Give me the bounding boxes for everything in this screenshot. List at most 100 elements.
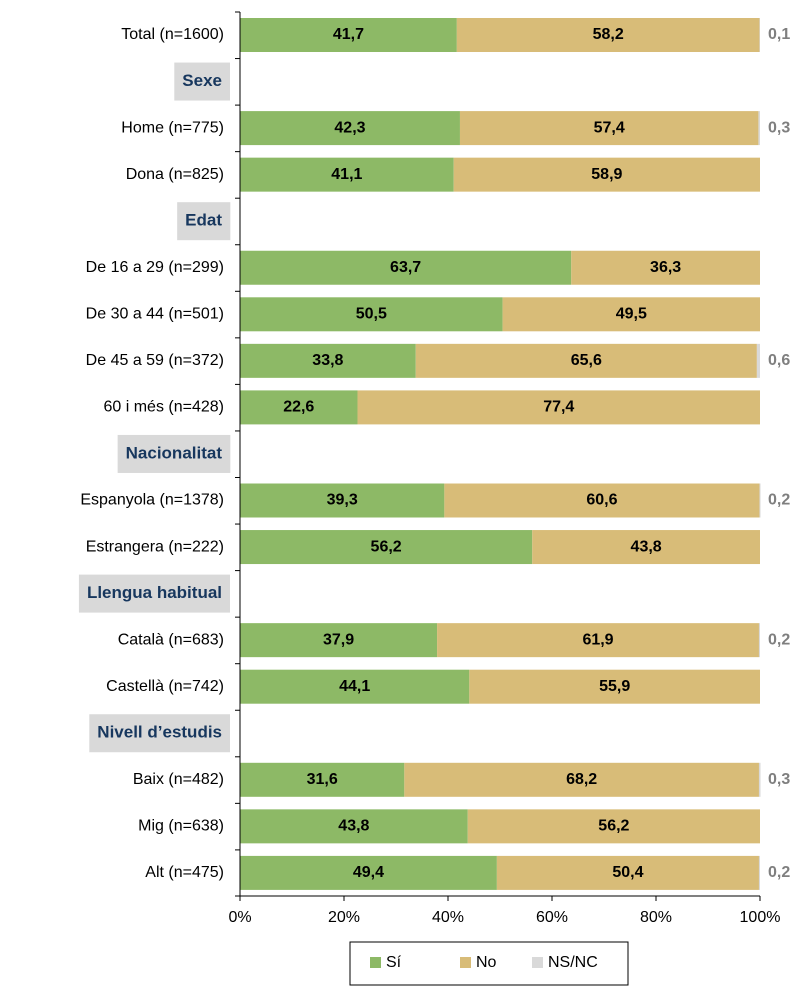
bar-segment (240, 111, 460, 146)
data-label: 58,9 (591, 166, 622, 183)
y-tick-label: Català (n=683) (118, 631, 224, 648)
group-header-label: Edat (185, 211, 222, 230)
legend-label: Sí (386, 954, 402, 971)
legend-label: No (476, 954, 497, 971)
y-tick-label: Total (n=1600) (121, 26, 224, 43)
bar-segment (759, 483, 761, 518)
y-tick-label: Home (n=775) (121, 119, 224, 136)
data-label: 50,5 (356, 306, 387, 323)
bar-segment (404, 762, 759, 797)
data-label: 0,6 (768, 352, 790, 369)
data-label: 63,7 (390, 259, 421, 276)
group-header-bg (117, 434, 231, 473)
data-label: 39,3 (327, 492, 358, 509)
x-tick-label: 20% (328, 909, 360, 926)
data-label: 36,3 (650, 259, 681, 276)
x-tick-label: 60% (536, 909, 568, 926)
legend-swatch (460, 957, 471, 968)
bar-segment (240, 18, 457, 52)
data-label: 44,1 (339, 678, 370, 695)
data-label: 56,2 (598, 818, 629, 835)
data-label: 56,2 (371, 538, 402, 555)
legend-label: NS/NC (548, 954, 598, 971)
y-tick-label: De 30 a 44 (n=501) (86, 306, 224, 323)
y-tick-label: Alt (n=475) (145, 864, 224, 881)
y-tick-label: Mig (n=638) (138, 818, 224, 835)
bar-segment (758, 111, 760, 146)
bar-segment (469, 669, 760, 704)
bar-segment (240, 343, 416, 378)
bar-segment (459, 111, 759, 146)
data-label: 68,2 (566, 771, 597, 788)
legend: Sí No NS/NC (349, 941, 629, 986)
y-tick-label: Espanyola (n=1378) (80, 492, 224, 509)
data-label: 58,2 (593, 26, 624, 43)
y-tick-label: Estrangera (n=222) (86, 538, 224, 555)
group-header: Edat (177, 202, 231, 241)
data-label: 41,1 (331, 166, 362, 183)
legend-box (349, 941, 629, 986)
bar-segment (240, 809, 468, 844)
x-tick-label: 40% (432, 909, 464, 926)
bar-segment (532, 530, 760, 565)
group-header-bg (174, 62, 230, 101)
data-label: 0,3 (768, 119, 790, 136)
data-label: 37,9 (323, 631, 354, 648)
bar-segment (571, 250, 760, 285)
group-header-label: Llengua habitual (87, 583, 222, 602)
bar-segment (240, 250, 572, 285)
bar-segment (502, 297, 760, 332)
data-label: 55,9 (599, 678, 630, 695)
y-tick-label: Dona (n=825) (126, 166, 224, 183)
bar-segment (357, 390, 760, 425)
group-header-bg (177, 202, 231, 241)
bar-segment (467, 809, 760, 844)
x-tick-label: 0% (228, 909, 251, 926)
bar-segment (240, 390, 358, 425)
data-label: 42,3 (334, 119, 365, 136)
bar-segment (240, 669, 470, 704)
group-header-label: Nivell d’estudis (97, 723, 222, 742)
y-tick-label: Castellà (n=742) (106, 678, 224, 695)
data-label: 0,2 (768, 864, 790, 881)
legend-swatch (532, 957, 543, 968)
data-label: 49,5 (616, 306, 647, 323)
y-tick-label: Baix (n=482) (133, 771, 224, 788)
data-label: 57,4 (594, 119, 625, 136)
data-label: 0,3 (768, 771, 790, 788)
group-header-bg (78, 574, 230, 613)
data-label: 65,6 (571, 352, 602, 369)
group-header: Sexe (174, 62, 230, 101)
data-label: 43,8 (338, 818, 369, 835)
group-header: Nivell d’estudis (89, 714, 230, 753)
data-label: 50,4 (612, 864, 643, 881)
bar-segment (240, 483, 445, 518)
data-label: 77,4 (543, 399, 574, 416)
data-label: 0,1 (768, 26, 790, 43)
bar-segment (240, 855, 497, 890)
group-header-bg (89, 714, 230, 753)
data-label: 22,6 (283, 399, 314, 416)
group-header-label: Nacionalitat (126, 443, 223, 462)
y-tick-label: De 16 a 29 (n=299) (86, 259, 224, 276)
data-label: 60,6 (586, 492, 617, 509)
data-label: 0,2 (768, 631, 790, 648)
bar-segment (444, 483, 760, 518)
data-label: 43,8 (631, 538, 662, 555)
bar-segment (496, 855, 759, 890)
bar-segment (240, 297, 503, 332)
bar-segment (756, 343, 760, 378)
bar-segment (437, 623, 759, 658)
data-label: 49,4 (353, 864, 384, 881)
data-label: 31,6 (307, 771, 338, 788)
group-header: Nacionalitat (117, 434, 231, 473)
bar-segment (758, 855, 760, 890)
data-label: 33,8 (312, 352, 343, 369)
bar-segment (240, 623, 438, 658)
legend-swatch (370, 957, 381, 968)
bar-segment (758, 623, 760, 658)
data-label: 41,7 (333, 26, 364, 43)
x-tick-label: 100% (740, 909, 781, 926)
bar-segment (415, 343, 757, 378)
